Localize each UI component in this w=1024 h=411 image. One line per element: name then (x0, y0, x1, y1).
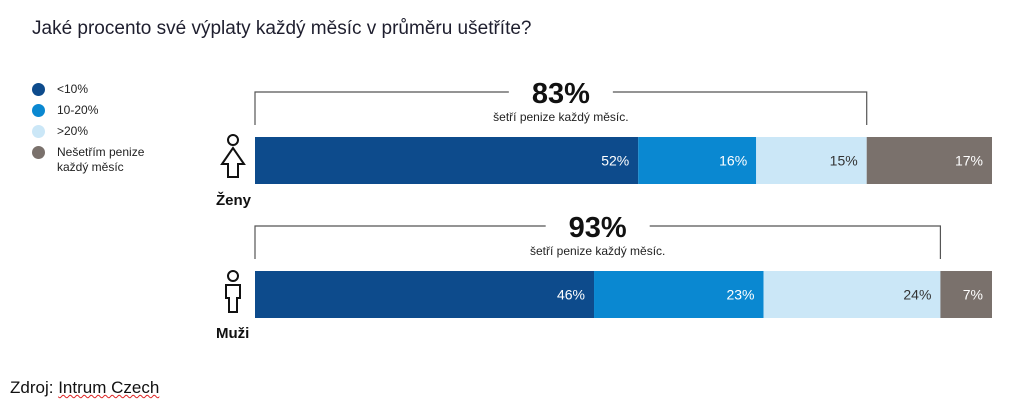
data-label: 52% (601, 153, 629, 169)
bracket (254, 91, 868, 125)
data-label: 17% (955, 153, 983, 169)
bracket (254, 225, 942, 259)
annotation-text: šetří penize každý měsíc. (493, 110, 628, 124)
legend-label: 10-20% (57, 103, 99, 117)
legend-swatch (32, 104, 45, 117)
annotation-text: šetří penize každý měsíc. (530, 244, 665, 258)
woman-icon (220, 134, 246, 178)
data-label: 24% (903, 287, 931, 303)
source-prefix: Zdroj: (10, 378, 54, 397)
man-icon (225, 270, 241, 313)
legend-swatch (32, 83, 45, 96)
bar-segment (866, 137, 992, 184)
legend-label: >20% (57, 124, 89, 138)
legend-label: Nešetřím penize každý měsíc (57, 145, 145, 174)
legend-label: <10% (57, 82, 89, 96)
chart-title: Jaké procento své výplaty každý měsíc v … (32, 18, 532, 39)
category-label-zeny: Ženy (216, 191, 252, 209)
data-label: 7% (963, 287, 983, 303)
category-label-muzi: Muži (216, 325, 249, 342)
bar-segment (255, 271, 595, 318)
data-label: 15% (830, 153, 858, 169)
bar-segment (756, 137, 867, 184)
bar-segment (763, 271, 941, 318)
source-text: Intrum Czech (58, 378, 160, 397)
legend-item: <10% (32, 82, 167, 97)
legend-swatch (32, 125, 45, 138)
bar-segment (255, 137, 639, 184)
bar-segment (594, 271, 764, 318)
source-note: Zdroj: Intrum Czech (10, 378, 159, 398)
data-label: 16% (719, 153, 747, 169)
legend-item: Nešetřím penize každý měsíc (32, 145, 167, 175)
bar-segment (940, 271, 992, 318)
legend-item: 10-20% (32, 103, 167, 118)
legend-item: >20% (32, 124, 167, 139)
data-label: 23% (726, 287, 754, 303)
legend: <10% 10-20% >20% Nešetřím penize každý m… (32, 82, 167, 181)
bar-segment (638, 137, 757, 184)
annotation-value: 93% (569, 212, 627, 244)
data-label: 46% (557, 287, 585, 303)
annotation-value: 83% (532, 78, 590, 110)
legend-swatch (32, 146, 45, 159)
